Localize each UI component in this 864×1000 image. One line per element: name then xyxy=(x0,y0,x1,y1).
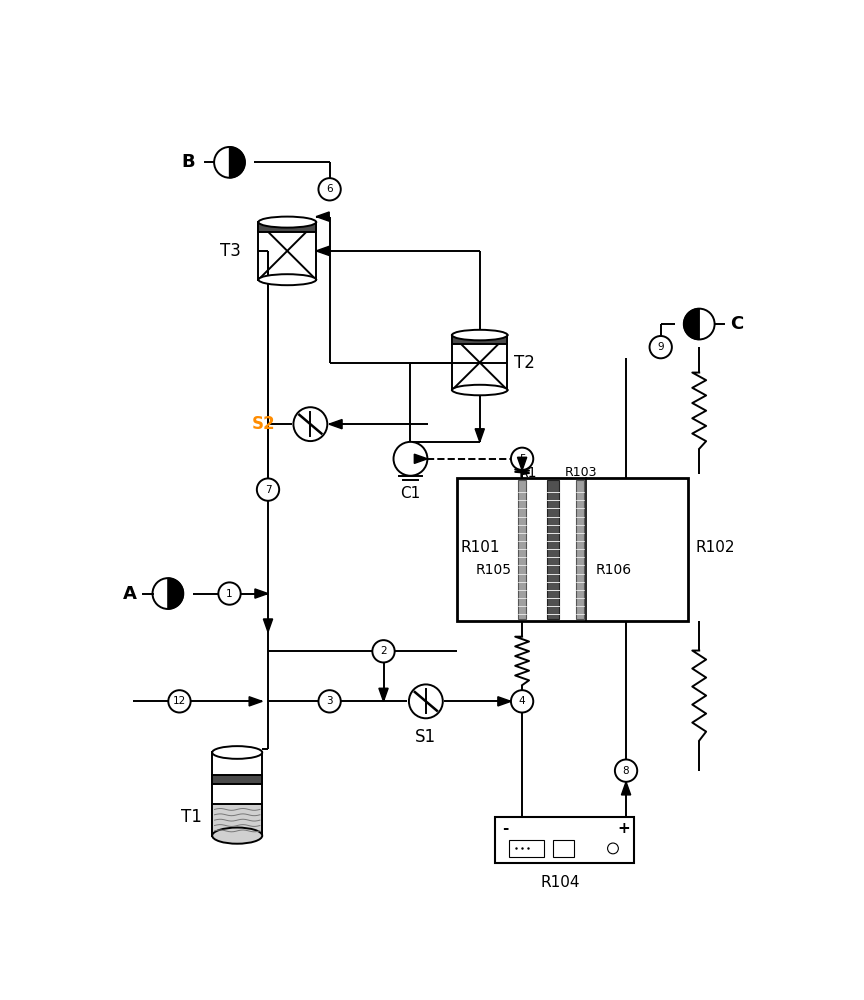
Text: C: C xyxy=(730,315,743,333)
Text: 8: 8 xyxy=(623,766,629,776)
Ellipse shape xyxy=(213,746,263,759)
Text: 5: 5 xyxy=(518,454,525,464)
Bar xyxy=(575,480,584,619)
Circle shape xyxy=(393,442,428,476)
Circle shape xyxy=(409,684,442,718)
Polygon shape xyxy=(415,454,428,463)
Text: 9: 9 xyxy=(658,342,664,352)
Polygon shape xyxy=(230,147,245,178)
Polygon shape xyxy=(329,420,342,429)
Ellipse shape xyxy=(258,274,316,285)
Ellipse shape xyxy=(452,330,507,340)
Text: R101: R101 xyxy=(461,540,500,555)
Circle shape xyxy=(219,582,241,605)
Polygon shape xyxy=(518,457,527,470)
Bar xyxy=(258,222,316,280)
Text: 1: 1 xyxy=(226,589,232,599)
Ellipse shape xyxy=(213,828,263,844)
Bar xyxy=(213,804,263,836)
Text: C1: C1 xyxy=(400,486,421,501)
Text: T3: T3 xyxy=(220,242,241,260)
Text: R102: R102 xyxy=(696,540,735,555)
Text: 6: 6 xyxy=(327,184,333,194)
Circle shape xyxy=(168,690,191,713)
Polygon shape xyxy=(621,782,631,795)
Bar xyxy=(495,817,634,863)
Text: R106: R106 xyxy=(595,563,632,577)
Circle shape xyxy=(511,448,533,470)
Polygon shape xyxy=(379,688,388,701)
Text: S2: S2 xyxy=(252,415,276,433)
Polygon shape xyxy=(316,212,329,221)
Circle shape xyxy=(214,147,245,178)
Polygon shape xyxy=(255,589,268,598)
Polygon shape xyxy=(249,697,263,706)
Text: 12: 12 xyxy=(173,696,186,706)
Text: T1: T1 xyxy=(181,808,201,826)
Bar xyxy=(258,222,316,232)
Polygon shape xyxy=(316,246,329,256)
Bar xyxy=(509,840,543,857)
Circle shape xyxy=(153,578,183,609)
Text: R103: R103 xyxy=(564,466,597,479)
Text: T2: T2 xyxy=(514,354,536,372)
Bar xyxy=(213,752,263,836)
Ellipse shape xyxy=(452,385,507,395)
Bar xyxy=(457,478,688,620)
Text: 4: 4 xyxy=(518,696,525,706)
Polygon shape xyxy=(168,578,183,609)
Text: 3: 3 xyxy=(327,696,333,706)
Text: S1: S1 xyxy=(416,728,436,746)
Bar xyxy=(553,840,575,857)
Bar xyxy=(518,480,526,619)
Text: A: A xyxy=(124,585,137,603)
Circle shape xyxy=(683,309,715,339)
Circle shape xyxy=(511,690,533,713)
Text: R104: R104 xyxy=(541,875,581,890)
Circle shape xyxy=(294,407,327,441)
Bar xyxy=(547,480,559,619)
Text: R1: R1 xyxy=(519,466,537,480)
Circle shape xyxy=(615,759,638,782)
Polygon shape xyxy=(264,619,273,632)
Bar xyxy=(452,335,507,390)
Text: -: - xyxy=(502,821,508,836)
Polygon shape xyxy=(475,429,485,442)
Circle shape xyxy=(257,478,279,501)
Polygon shape xyxy=(498,697,511,706)
Text: R105: R105 xyxy=(476,563,511,577)
Circle shape xyxy=(372,640,395,662)
Text: 7: 7 xyxy=(264,485,271,495)
Bar xyxy=(452,335,507,344)
Ellipse shape xyxy=(258,217,316,228)
Polygon shape xyxy=(683,309,699,339)
Text: +: + xyxy=(618,821,630,836)
Circle shape xyxy=(319,178,340,200)
Bar xyxy=(213,775,263,784)
Circle shape xyxy=(319,690,340,713)
Text: B: B xyxy=(181,153,195,171)
Text: 2: 2 xyxy=(380,646,387,656)
Circle shape xyxy=(650,336,672,358)
